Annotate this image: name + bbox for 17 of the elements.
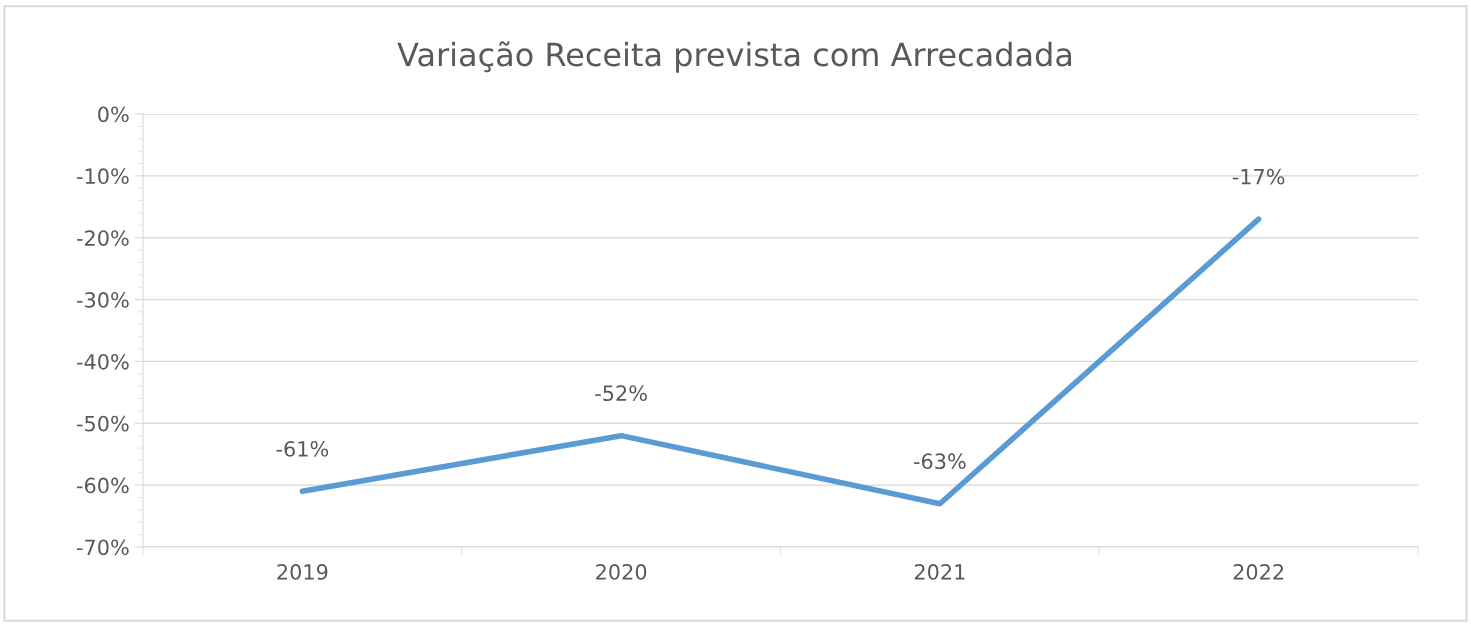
x-tick-label: 2020: [596, 564, 647, 580]
data-label: -17%: [1232, 168, 1285, 185]
data-label: -52%: [595, 385, 647, 402]
y-tick-label: -20%: [77, 230, 129, 246]
y-tick-label: -30%: [77, 292, 129, 308]
y-tick-label: -50%: [77, 415, 129, 432]
y-tick-label: -10%: [77, 168, 129, 185]
chart-title: Variação Receita prevista com Arrecadada: [397, 41, 1072, 73]
data-label: -63%: [913, 453, 966, 470]
x-tick-label: 2019: [277, 564, 328, 580]
y-tick-label: -70%: [77, 539, 129, 556]
y-tick-label: -40%: [77, 353, 129, 370]
y-tick-label: -60%: [77, 477, 129, 494]
data-label: -61%: [276, 440, 329, 457]
x-tick-label: 2021: [914, 564, 965, 580]
x-tick-label: 2022: [1233, 564, 1284, 580]
y-tick-label: 0%: [98, 106, 129, 123]
